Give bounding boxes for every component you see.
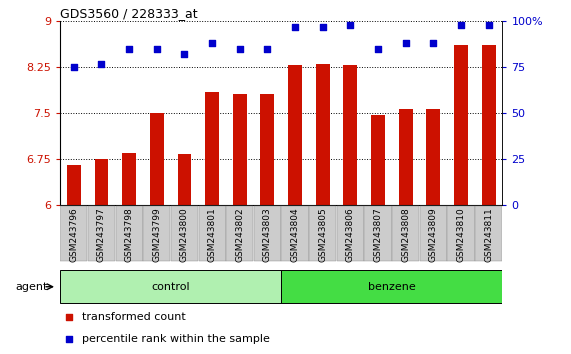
Bar — [178, 154, 191, 205]
Bar — [254, 206, 281, 261]
Text: GSM243799: GSM243799 — [152, 207, 161, 262]
Text: GSM243810: GSM243810 — [456, 207, 465, 262]
Point — [235, 46, 244, 52]
Point — [97, 61, 106, 67]
Bar — [88, 206, 115, 261]
Bar — [364, 206, 392, 261]
Point — [291, 24, 300, 30]
Bar — [448, 206, 475, 261]
Point — [484, 22, 493, 28]
Text: GDS3560 / 228333_at: GDS3560 / 228333_at — [60, 7, 198, 20]
Bar — [226, 206, 254, 261]
Point — [152, 46, 162, 52]
Point — [401, 40, 410, 46]
Bar — [482, 45, 496, 205]
Bar — [392, 206, 419, 261]
Text: agent: agent — [15, 282, 47, 292]
Bar — [143, 206, 170, 261]
Text: GSM243809: GSM243809 — [429, 207, 438, 262]
Point — [64, 336, 73, 342]
Bar — [171, 206, 198, 261]
Bar — [60, 206, 87, 261]
Text: GSM243807: GSM243807 — [373, 207, 383, 262]
Text: GSM243796: GSM243796 — [69, 207, 78, 262]
Bar — [288, 65, 302, 205]
Text: transformed count: transformed count — [82, 312, 186, 322]
Point — [456, 22, 465, 28]
Text: GSM243800: GSM243800 — [180, 207, 189, 262]
Bar — [282, 270, 502, 303]
Point — [429, 40, 438, 46]
Bar — [60, 270, 282, 303]
Bar — [337, 206, 364, 261]
Bar — [233, 94, 247, 205]
Point — [207, 40, 216, 46]
Bar — [205, 92, 219, 205]
Text: GSM243797: GSM243797 — [97, 207, 106, 262]
Bar — [316, 64, 329, 205]
Point — [69, 64, 78, 70]
Point — [263, 46, 272, 52]
Bar — [282, 206, 308, 261]
Bar — [309, 206, 336, 261]
Point — [318, 24, 327, 30]
Bar — [199, 206, 226, 261]
Bar — [371, 115, 385, 205]
Text: GSM243806: GSM243806 — [346, 207, 355, 262]
Bar — [475, 206, 502, 261]
Bar — [343, 65, 357, 205]
Bar — [399, 109, 413, 205]
Point — [64, 314, 73, 320]
Bar — [150, 113, 164, 205]
Point — [180, 52, 189, 57]
Bar — [454, 45, 468, 205]
Text: GSM243798: GSM243798 — [124, 207, 134, 262]
Point — [124, 46, 134, 52]
Bar — [67, 165, 81, 205]
Text: GSM243808: GSM243808 — [401, 207, 410, 262]
Text: percentile rank within the sample: percentile rank within the sample — [82, 334, 270, 344]
Text: GSM243802: GSM243802 — [235, 207, 244, 262]
Text: GSM243805: GSM243805 — [318, 207, 327, 262]
Text: benzene: benzene — [368, 282, 416, 292]
Bar — [420, 206, 447, 261]
Point — [373, 46, 383, 52]
Text: GSM243811: GSM243811 — [484, 207, 493, 262]
Text: GSM243803: GSM243803 — [263, 207, 272, 262]
Bar — [115, 206, 143, 261]
Bar — [122, 153, 136, 205]
Text: GSM243804: GSM243804 — [291, 207, 300, 262]
Text: GSM243801: GSM243801 — [208, 207, 216, 262]
Point — [346, 22, 355, 28]
Bar — [95, 159, 108, 205]
Bar — [427, 109, 440, 205]
Text: control: control — [151, 282, 190, 292]
Bar — [260, 94, 274, 205]
